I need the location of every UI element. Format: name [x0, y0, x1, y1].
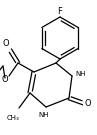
Text: O: O [2, 75, 8, 85]
Text: NH: NH [76, 71, 86, 77]
Text: F: F [58, 8, 62, 16]
Text: O: O [85, 99, 91, 107]
Text: O: O [3, 40, 9, 48]
Text: NH: NH [39, 112, 49, 118]
Text: CH₃: CH₃ [7, 115, 19, 121]
